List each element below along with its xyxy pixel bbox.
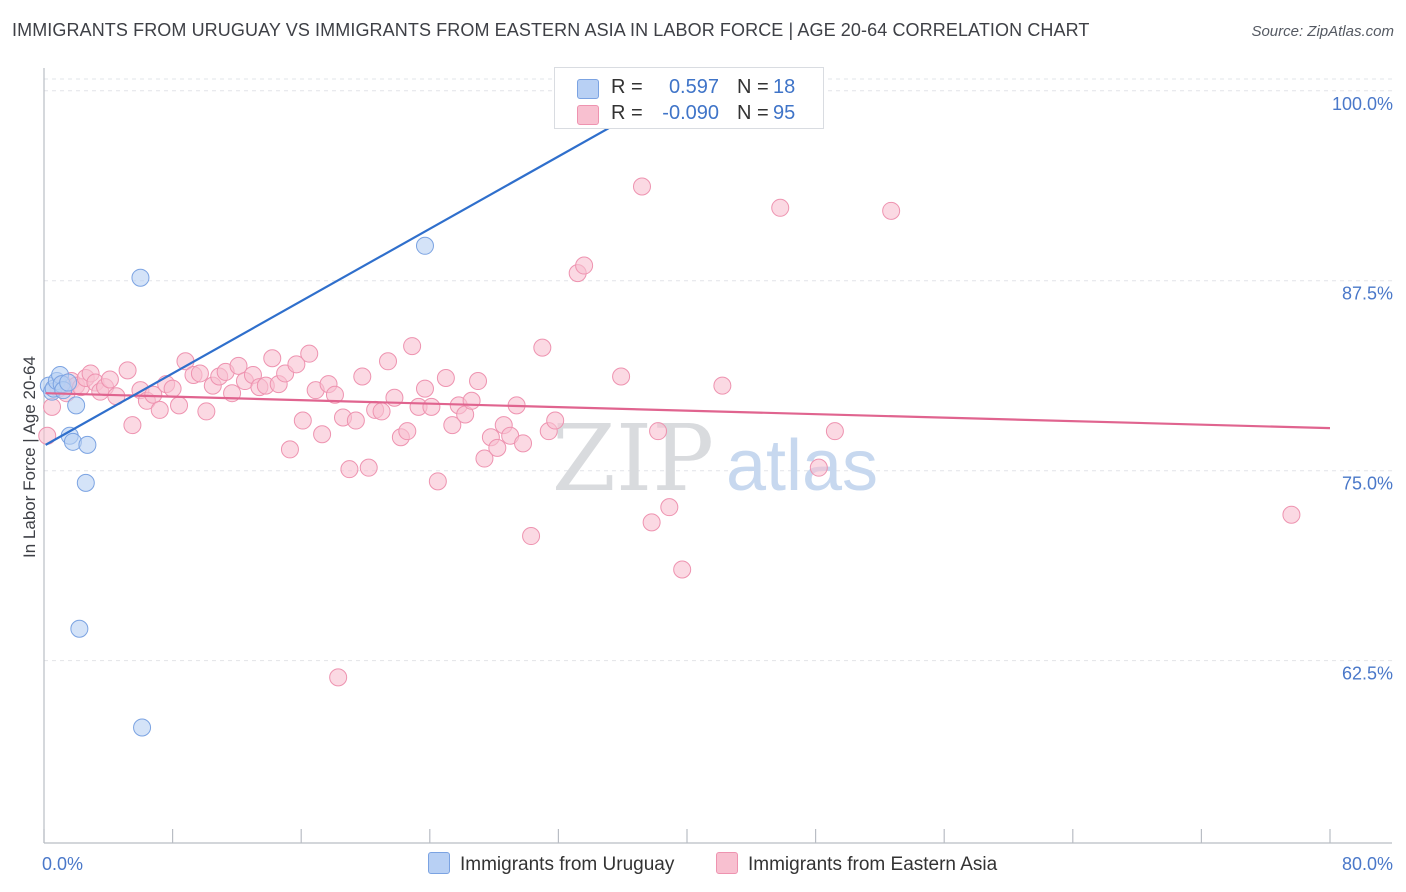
point-eastern-asia — [546, 411, 565, 430]
point-uruguay — [133, 718, 152, 737]
point-eastern-asia — [100, 370, 119, 389]
legend-swatch-uruguay — [577, 79, 599, 99]
point-eastern-asia — [649, 422, 668, 441]
legend-n-value: 18 — [773, 76, 796, 98]
legend-swatch-eastern-asia — [577, 105, 599, 125]
y-tick-label: 62.5% — [1342, 664, 1393, 684]
bottom-legend-swatch-eastern-asia — [716, 852, 738, 874]
chart-title: IMMIGRANTS FROM URUGUAY VS IMMIGRANTS FR… — [12, 20, 1090, 40]
watermark-atlas: atlas — [726, 426, 878, 506]
legend-n-label: N = — [737, 76, 769, 98]
point-eastern-asia — [422, 397, 441, 416]
point-eastern-asia — [329, 668, 348, 687]
point-eastern-asia — [379, 352, 398, 371]
point-eastern-asia — [163, 379, 182, 398]
point-uruguay — [78, 435, 97, 454]
legend-r-value: -0.090 — [662, 102, 719, 124]
point-eastern-asia — [632, 177, 651, 196]
point-eastern-asia — [313, 425, 332, 444]
point-eastern-asia — [462, 391, 481, 410]
point-eastern-asia — [660, 498, 679, 517]
axis-layer: 62.5% 75.0% 87.5% 100.0% 0.0% 80.0% — [42, 68, 1393, 874]
point-uruguay — [67, 396, 86, 415]
legend-n-value: 95 — [773, 102, 796, 124]
y-tick-label: 87.5% — [1342, 284, 1393, 304]
bottom-legend-swatch-uruguay — [428, 852, 450, 874]
point-eastern-asia — [190, 364, 209, 383]
point-eastern-asia — [280, 440, 299, 459]
point-eastern-asia — [118, 361, 137, 380]
point-uruguay — [63, 432, 82, 451]
point-eastern-asia — [882, 201, 901, 220]
legend-n-label: N = — [737, 102, 769, 124]
point-eastern-asia — [340, 460, 359, 479]
point-eastern-asia — [1282, 505, 1301, 524]
point-eastern-asia — [43, 397, 62, 416]
point-uruguay — [415, 236, 434, 255]
point-uruguay — [59, 373, 78, 392]
bottom-legend-eastern-asia: Immigrants from Eastern Asia — [716, 852, 997, 876]
bottom-legend-label-eastern-asia: Immigrants from Eastern Asia — [748, 854, 998, 875]
point-eastern-asia — [713, 376, 732, 395]
point-eastern-asia — [612, 367, 631, 386]
point-eastern-asia — [533, 338, 552, 357]
x-tick-label: 0.0% — [42, 854, 83, 874]
point-eastern-asia — [150, 400, 169, 419]
point-eastern-asia — [197, 402, 216, 421]
point-eastern-asia — [428, 472, 447, 491]
trend-line-eastern-asia — [45, 392, 1331, 430]
y-tick-label: 75.0% — [1342, 474, 1393, 494]
legend-r-label: R = — [611, 76, 643, 98]
point-eastern-asia — [825, 422, 844, 441]
point-uruguay — [131, 268, 150, 287]
point-eastern-asia — [398, 422, 417, 441]
point-eastern-asia — [170, 396, 189, 415]
point-eastern-asia — [771, 198, 790, 217]
points-layer — [38, 77, 1301, 737]
legend-row-eastern-asia: R = -0.090 N = 95 — [555, 101, 823, 127]
y-tick-label: 100.0% — [1332, 94, 1393, 114]
point-eastern-asia — [809, 458, 828, 477]
x-tick-label: 80.0% — [1342, 854, 1393, 874]
point-eastern-asia — [642, 513, 661, 532]
point-eastern-asia — [325, 385, 344, 404]
point-eastern-asia — [443, 416, 462, 435]
point-eastern-asia — [372, 402, 391, 421]
point-eastern-asia — [359, 458, 378, 477]
point-eastern-asia — [346, 411, 365, 430]
legend-r-label: R = — [611, 102, 643, 124]
point-eastern-asia — [403, 337, 422, 356]
point-eastern-asia — [123, 416, 142, 435]
point-eastern-asia — [522, 527, 541, 546]
correlation-legend: R = 0.597 N = 18 R = -0.090 N = 95 — [554, 67, 824, 129]
point-eastern-asia — [144, 385, 163, 404]
point-uruguay — [76, 473, 95, 492]
trend-layer — [45, 86, 1331, 446]
bottom-legend-label-uruguay: Immigrants from Uruguay — [460, 854, 675, 875]
point-eastern-asia — [353, 367, 372, 386]
point-uruguay — [70, 619, 89, 638]
point-eastern-asia — [263, 349, 282, 368]
legend-row-uruguay: R = 0.597 N = 18 — [555, 75, 823, 101]
watermark-zip: ZIP — [552, 405, 714, 512]
legend-r-value: 0.597 — [668, 76, 719, 98]
point-eastern-asia — [673, 560, 692, 579]
point-eastern-asia — [293, 411, 312, 430]
point-eastern-asia — [436, 369, 455, 387]
bottom-legend-uruguay: Immigrants from Uruguay — [428, 852, 674, 876]
point-eastern-asia — [469, 372, 488, 391]
point-eastern-asia — [575, 256, 594, 275]
point-eastern-asia — [475, 449, 494, 468]
point-eastern-asia — [514, 434, 533, 453]
point-eastern-asia — [287, 355, 306, 374]
source-credit: Source: ZipAtlas.com — [1251, 23, 1394, 40]
trend-line-uruguay — [45, 86, 682, 446]
point-eastern-asia — [488, 438, 507, 457]
point-eastern-asia — [300, 344, 319, 363]
point-eastern-asia — [229, 356, 248, 375]
point-eastern-asia — [415, 379, 434, 398]
